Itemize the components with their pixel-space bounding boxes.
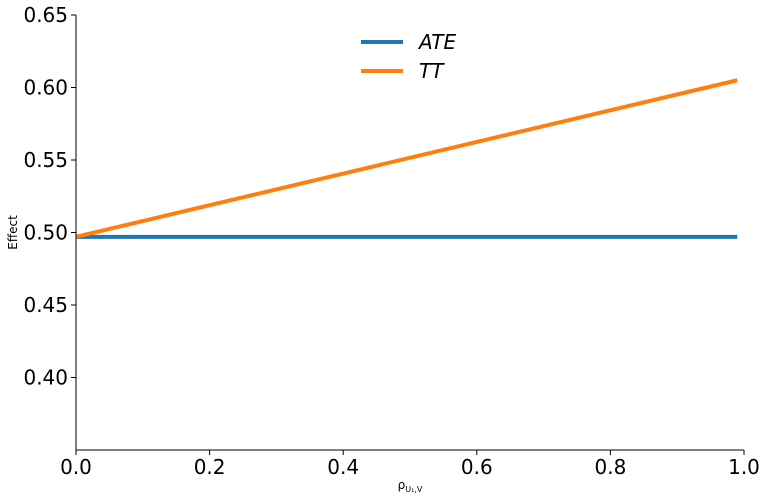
legend: ATE TT (361, 30, 456, 83)
legend-label-ate: ATE (417, 30, 456, 54)
x-tick-label: 0.4 (327, 455, 359, 479)
series-lines (75, 78, 738, 239)
x-tick-label: 0.0 (60, 455, 92, 479)
y-tick-label: 0.40 (23, 366, 68, 390)
series-line-tt (75, 78, 738, 239)
y-tick-label: 0.50 (23, 221, 68, 245)
x-tick-label: 0.6 (461, 455, 493, 479)
x-axis-ticks: 0.0 0.2 0.4 0.6 0.8 1.0 (60, 450, 760, 479)
y-axis-label: Effect (6, 215, 20, 250)
legend-label-tt: TT (419, 59, 445, 83)
x-axis-label: ρU₁,V (398, 478, 423, 494)
x-axis-label-main: ρ (398, 478, 406, 492)
x-tick-label: 1.0 (728, 455, 760, 479)
x-tick-label: 0.2 (194, 455, 226, 479)
x-tick-label: 0.8 (594, 455, 626, 479)
y-tick-label: 0.60 (23, 76, 68, 100)
x-axis-label-subscript: U₁,V (405, 485, 423, 494)
y-tick-label: 0.55 (23, 148, 68, 172)
y-tick-label: 0.45 (23, 293, 68, 317)
y-axis-ticks: 0.40 0.45 0.50 0.55 0.60 0.65 (23, 3, 76, 390)
y-tick-label: 0.65 (23, 3, 68, 27)
